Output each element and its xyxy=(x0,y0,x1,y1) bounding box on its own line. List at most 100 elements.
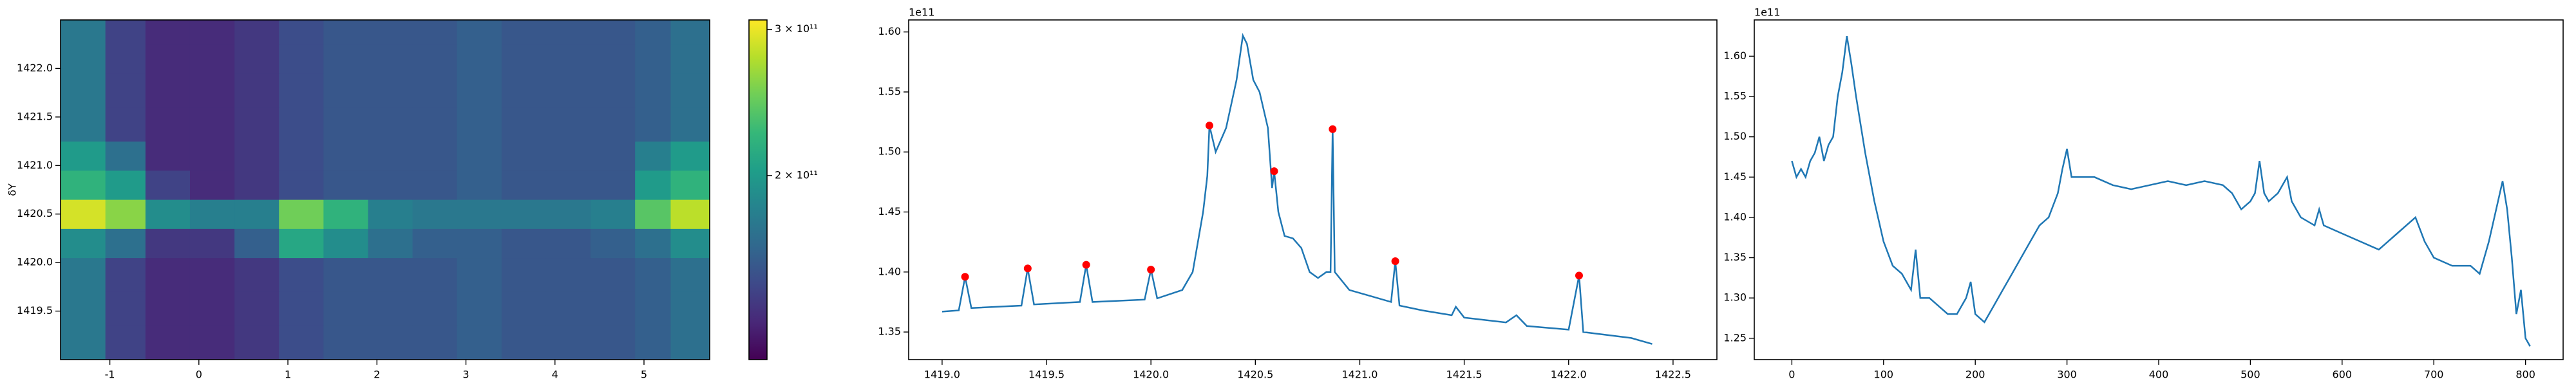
heatmap-cell xyxy=(105,141,146,171)
heatmap-cell xyxy=(105,44,146,74)
heatmap-cell xyxy=(501,291,547,326)
y-tick-label: 1.55 xyxy=(878,85,901,97)
x-tick-label: 100 xyxy=(1874,369,1894,381)
heatmap-cell xyxy=(591,257,636,292)
heatmap-cell xyxy=(61,291,106,326)
peak-marker xyxy=(1575,271,1583,280)
heatmap-cell xyxy=(234,291,279,326)
heatmap-cell xyxy=(279,44,324,74)
heatmap-cell xyxy=(457,20,502,45)
x-tick-label: 1419.5 xyxy=(1028,369,1065,381)
heatmap-cell xyxy=(279,199,324,229)
y-tick-label: 1420.0 xyxy=(17,256,53,268)
heatmap-cell xyxy=(145,291,191,326)
heatmap-cell xyxy=(457,107,502,142)
y-axis-label: δY xyxy=(6,183,19,196)
heatmap-cell xyxy=(591,107,636,142)
heatmap-cell xyxy=(635,141,671,171)
heatmap-cell xyxy=(323,44,368,74)
heatmap-cell xyxy=(189,199,235,229)
heatmap-cell xyxy=(145,228,191,259)
heatmap-cell xyxy=(501,199,547,229)
heatmap-cell xyxy=(670,20,710,45)
x-tick-label: 1 xyxy=(285,369,291,381)
y-tick-label: 1.35 xyxy=(878,326,901,338)
heatmap-cell xyxy=(368,257,413,292)
heatmap-cell xyxy=(189,326,235,360)
heatmap-cell xyxy=(368,73,413,108)
heatmap-cell xyxy=(279,141,324,171)
heatmap-cell xyxy=(545,257,591,292)
heatmap-cell xyxy=(105,73,146,108)
heatmap-cell xyxy=(501,44,547,74)
heatmap-cell xyxy=(323,20,368,45)
y-tick-label: 1421.0 xyxy=(17,159,53,171)
heatmap-cell xyxy=(670,257,710,292)
heatmap-cell xyxy=(635,228,671,259)
heatmap-cell xyxy=(545,20,591,45)
y-tick-label: 1421.5 xyxy=(17,110,53,122)
heatmap-cell xyxy=(412,199,458,229)
heatmap-cell xyxy=(368,326,413,360)
heatmap-cell xyxy=(591,44,636,74)
heatmap-cell xyxy=(189,141,235,171)
heatmap-cell xyxy=(501,326,547,360)
heatmap-cell xyxy=(670,199,710,229)
heatmap-cell xyxy=(368,107,413,142)
heatmap-cell xyxy=(635,73,671,108)
heatmap-cell xyxy=(635,291,671,326)
heatmap-cell xyxy=(635,199,671,229)
heatmap-cell xyxy=(591,170,636,200)
heatmap-cell xyxy=(323,107,368,142)
heatmap-cell xyxy=(189,228,235,259)
heatmap-cell xyxy=(670,44,710,74)
x-tick-label: -1 xyxy=(105,369,115,381)
heatmap-cell xyxy=(635,257,671,292)
heatmap-cell xyxy=(591,199,636,229)
heatmap-cell xyxy=(61,73,106,108)
heatmap-cell xyxy=(412,20,458,45)
heatmap-cell xyxy=(234,73,279,108)
heatmap-cell xyxy=(501,257,547,292)
x-tick-label: 1422.5 xyxy=(1655,369,1691,381)
heatmap-cell xyxy=(145,199,191,229)
heatmap-cell xyxy=(279,20,324,45)
heatmap-cell xyxy=(368,170,413,200)
x-tick-label: 0 xyxy=(196,369,202,381)
data-line xyxy=(942,33,1653,345)
x-tick-label: 2 xyxy=(374,369,380,381)
heatmap-cell xyxy=(145,326,191,360)
heatmap-cell xyxy=(501,228,547,259)
heatmap-cell xyxy=(189,107,235,142)
heatmap-cell xyxy=(635,170,671,200)
heatmap-cell xyxy=(61,141,106,171)
plot-frame xyxy=(908,19,1718,360)
heatmap-cell xyxy=(457,199,502,229)
colorbar-frame xyxy=(748,19,768,360)
heatmap-cell xyxy=(412,73,458,108)
heatmap-cell xyxy=(279,228,324,259)
heatmap-cell xyxy=(591,326,636,360)
heatmap-cell xyxy=(189,291,235,326)
heatmap-cell xyxy=(61,107,106,142)
heatmap-cell xyxy=(545,107,591,142)
x-tick-label: 5 xyxy=(641,369,647,381)
heatmap-cell xyxy=(368,44,413,74)
heatmap-cell xyxy=(234,141,279,171)
heatmap-cell xyxy=(61,44,106,74)
heatmap-cell xyxy=(591,20,636,45)
heatmap-cell xyxy=(145,20,191,45)
x-tick-label: 500 xyxy=(2240,369,2260,381)
heatmap-cell xyxy=(591,291,636,326)
heatmap-cell xyxy=(61,20,106,45)
colorbar-tick-label: 2 × 10¹¹ xyxy=(775,169,818,181)
heatmap-cell xyxy=(412,228,458,259)
heatmap-cell xyxy=(501,20,547,45)
peak-marker xyxy=(1391,257,1399,266)
heatmap-cell xyxy=(457,291,502,326)
heatmap-cell xyxy=(545,326,591,360)
heatmap-cell xyxy=(670,228,710,259)
heatmap-cell xyxy=(501,170,547,200)
heatmap-cell xyxy=(457,141,502,171)
